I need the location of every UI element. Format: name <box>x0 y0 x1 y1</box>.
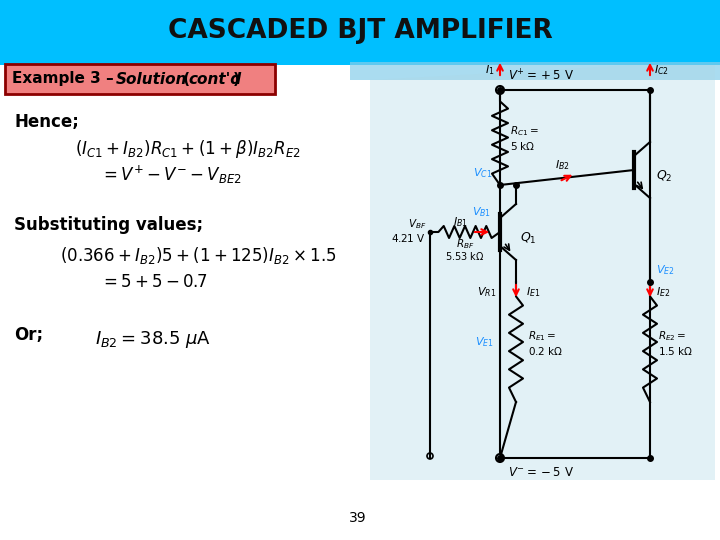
Text: $I_{C2}$: $I_{C2}$ <box>654 63 669 77</box>
Text: (: ( <box>178 71 190 86</box>
Bar <box>0 0 720 62</box>
Text: $I_{B2}=38.5\ \mu\mathrm{A}$: $I_{B2}=38.5\ \mu\mathrm{A}$ <box>95 329 211 350</box>
Text: $I_{E2}$: $I_{E2}$ <box>656 285 670 299</box>
Text: $V_{B1}$: $V_{B1}$ <box>472 205 492 219</box>
Text: $Q_1$: $Q_1$ <box>520 231 536 246</box>
Text: $V^{-}=-5\ \mathrm{V}$: $V^{-}=-5\ \mathrm{V}$ <box>508 465 575 478</box>
Text: Example 3 –: Example 3 – <box>12 71 119 86</box>
Text: $4.21\ \mathrm{V}$: $4.21\ \mathrm{V}$ <box>391 232 426 244</box>
Text: 39: 39 <box>349 511 366 525</box>
Polygon shape <box>370 65 715 480</box>
Text: ): ) <box>233 71 240 86</box>
Text: cont'd: cont'd <box>188 71 241 86</box>
Text: $Q_2$: $Q_2$ <box>656 168 672 184</box>
Text: $R_{E2}=$: $R_{E2}=$ <box>658 329 686 343</box>
Text: $1.5\ \mathrm{k}\Omega$: $1.5\ \mathrm{k}\Omega$ <box>658 345 693 357</box>
Text: CASCADED BJT AMPLIFIER: CASCADED BJT AMPLIFIER <box>168 18 552 44</box>
Text: $I_{B1}$: $I_{B1}$ <box>453 215 467 229</box>
Polygon shape <box>0 0 720 65</box>
Text: $5.53\ \mathrm{k}\Omega$: $5.53\ \mathrm{k}\Omega$ <box>445 250 485 262</box>
Text: Solution: Solution <box>116 71 187 86</box>
Text: Hence;: Hence; <box>14 113 79 131</box>
Text: $(0.366+I_{B2})5+(1+125)I_{B2}\times1.5$: $(0.366+I_{B2})5+(1+125)I_{B2}\times1.5$ <box>60 245 336 266</box>
Text: $R_{BF}$: $R_{BF}$ <box>456 237 474 251</box>
Polygon shape <box>350 60 720 80</box>
Text: $=5+5-0.7$: $=5+5-0.7$ <box>100 273 208 291</box>
Text: $R_{E1}=$: $R_{E1}=$ <box>528 329 557 343</box>
Text: $V_{R1}$: $V_{R1}$ <box>477 285 496 299</box>
Text: $V^{+}=+5\ \mathrm{V}$: $V^{+}=+5\ \mathrm{V}$ <box>508 69 575 84</box>
Text: $0.2\ \mathrm{k}\Omega$: $0.2\ \mathrm{k}\Omega$ <box>528 345 563 357</box>
FancyBboxPatch shape <box>5 64 275 94</box>
Text: $I_{E1}$: $I_{E1}$ <box>526 285 541 299</box>
Text: Or;: Or; <box>14 326 43 344</box>
Text: Substituting values;: Substituting values; <box>14 216 203 234</box>
Text: $V_{E1}$: $V_{E1}$ <box>475 335 494 349</box>
Text: $V_{BF}$: $V_{BF}$ <box>408 217 426 231</box>
Text: $V_{E2}$: $V_{E2}$ <box>656 263 675 277</box>
Text: $5\ \mathrm{k}\Omega$: $5\ \mathrm{k}\Omega$ <box>510 140 536 152</box>
Text: $I_{B2}$: $I_{B2}$ <box>554 159 570 172</box>
Text: $R_{C1}=$: $R_{C1}=$ <box>510 125 539 138</box>
Text: $=V^{+}-V^{-}-V_{BE2}$: $=V^{+}-V^{-}-V_{BE2}$ <box>100 164 242 186</box>
Text: $(I_{C1}+I_{B2})R_{C1}+(1+\beta)I_{B2}R_{E2}$: $(I_{C1}+I_{B2})R_{C1}+(1+\beta)I_{B2}R_… <box>75 138 301 160</box>
Text: $I_1$: $I_1$ <box>485 63 495 77</box>
Text: $V_{C1}$: $V_{C1}$ <box>473 166 492 180</box>
